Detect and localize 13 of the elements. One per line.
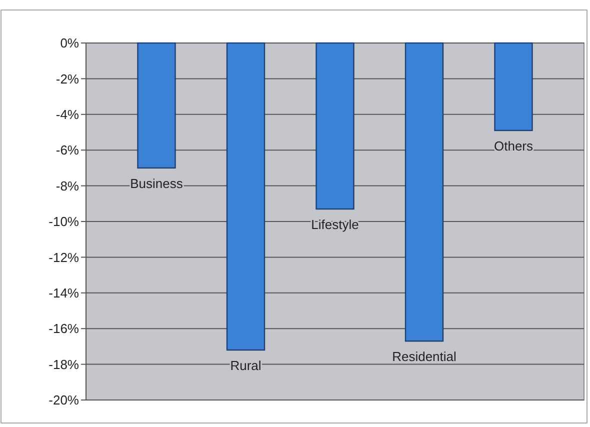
y-tick-label: -16% <box>48 321 80 336</box>
y-tick-label: -10% <box>48 214 80 230</box>
y-tick-label: 0% <box>60 36 80 51</box>
y-tick-label: -12% <box>48 250 80 265</box>
y-tick-label: -14% <box>48 285 80 300</box>
y-tick-label: -8% <box>56 178 80 194</box>
y-tick-label: -2% <box>56 71 80 86</box>
y-tick-label: -20% <box>48 392 80 408</box>
y-tick-label: -6% <box>56 142 80 158</box>
y-tick-label: -4% <box>56 106 80 122</box>
x-tick-label: Residential <box>392 349 457 364</box>
y-tick-label: -18% <box>48 356 80 372</box>
x-tick-label: Others <box>494 138 534 154</box>
